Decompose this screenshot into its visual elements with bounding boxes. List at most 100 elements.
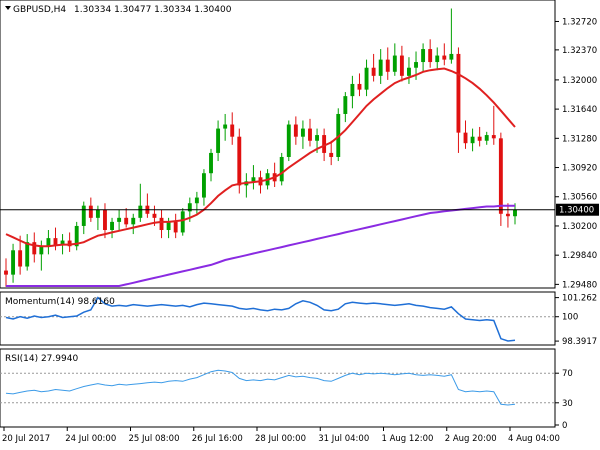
candle-body [74,225,79,247]
candle-body [428,49,433,63]
candle-body [392,55,397,72]
candle-body [216,128,221,153]
candle-body [67,240,72,247]
ma-fast-line [5,67,516,248]
candle-body [322,135,327,153]
candle-body [152,213,157,218]
candle-body [343,96,348,114]
candle-body [46,238,51,247]
candle-body [456,53,461,133]
candle-body [442,55,447,60]
x-tick-label: 28 Jul 00:00 [255,434,306,444]
x-tick-label: 4 Aug 04:00 [508,434,560,444]
x-tick-label: 24 Jul 00:00 [65,434,116,444]
candle-body [407,67,411,76]
candle-body [25,242,30,267]
candle-body [131,217,136,225]
rsi-ytick-label: 30 [562,399,573,409]
candle-body [194,197,199,204]
momentum-ytick-label: 101.262 [562,294,597,304]
candle-body [230,124,235,137]
x-tick-label: 25 Jul 08:00 [129,434,180,444]
ma-slow-line [6,204,515,287]
candle-body [286,124,291,157]
candle-body [173,221,178,233]
candle-body [371,67,376,76]
candle-body [88,205,93,218]
rsi-label: RSI(14) 27.9940 [5,354,78,364]
candle-body [414,62,418,68]
rsi-ytick-label: 70 [562,369,573,379]
x-tick-label: 26 Jul 16:00 [192,434,243,444]
rsi-panel-frame [0,348,556,428]
candle-body [364,67,369,90]
candle-body [470,136,475,144]
momentum-line [5,296,516,342]
candle-body [202,173,206,198]
candle-body [385,59,390,72]
price-ytick-label: 1.32720 [562,17,597,27]
price-ytick-label: 1.30200 [562,222,597,232]
candle-body [180,211,185,233]
candle-body [187,203,192,212]
price-ytick-label: 1.31280 [562,134,597,144]
candle-body [53,238,58,246]
x-tick-label: 31 Jul 04:00 [318,434,369,444]
candle-body [498,138,503,214]
candle-body [293,124,298,137]
price-ytick-label: 1.29480 [562,280,597,290]
candle-body [279,156,284,182]
candle-body [159,217,164,231]
candle-body [329,152,334,157]
price-ytick-label: 1.32000 [562,76,597,86]
momentum-series [0,296,555,342]
candle-body [60,240,65,246]
price-ytick-label: 1.30560 [562,193,597,203]
candle-body [435,55,440,63]
candle-body [103,209,107,231]
price-series [0,8,555,287]
candle-body [308,128,312,141]
momentum-label: Momentum(14) 98.6160 [5,297,115,307]
candle-body [484,135,489,141]
candle-body [39,246,44,255]
candle-body [209,152,213,174]
candle-body [300,128,305,137]
candle-body [223,124,228,129]
candle-body [378,59,383,76]
candle-body [4,270,8,275]
current-price-badge: 1.30400 [556,203,599,216]
candle-body [315,135,319,141]
candle-body [11,250,16,275]
candle-body [350,83,355,97]
candle-body [237,136,242,186]
price-ytick-label: 1.32370 [562,46,597,56]
rsi-series [0,369,555,406]
candle-body [166,221,171,231]
candle-body [32,242,37,255]
momentum-panel-frame [0,291,556,346]
candle-body [95,209,100,218]
rsi-ytick-label: 0 [562,421,567,431]
candle-body [81,205,86,226]
ohlc-label: 1.30334 1.30477 1.30334 1.30400 [74,5,232,15]
momentum-ytick-label: 100 [562,313,578,323]
current-price-label: 1.30400 [559,206,594,216]
price-ytick-label: 1.30920 [562,164,597,174]
candle-body [449,53,454,60]
candle-body [124,217,129,225]
symbol-label: GBPUSD,H4 [13,5,66,15]
price-ytick-label: 1.31640 [562,105,597,115]
x-tick-label: 20 Jul 2017 [2,434,50,444]
rsi-line [5,369,516,406]
momentum-ytick-label: 98.3917 [562,337,597,347]
x-tick-label: 1 Aug 12:00 [382,434,434,444]
candle-body [505,213,510,217]
axis-labels: 1.29480 1.29840 1.30200 1.30560 1.30920 1.312… [2,17,597,444]
candle-body [463,132,468,144]
candle-body [491,135,496,139]
candle-body [18,250,23,267]
candle-body [477,136,482,141]
dropdown-triangle-icon[interactable] [5,6,11,10]
